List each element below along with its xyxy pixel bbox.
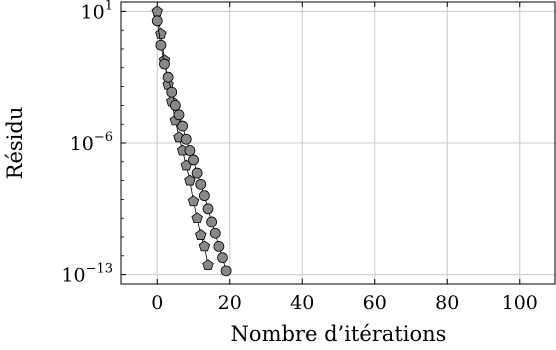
grid [121, 2, 556, 284]
data-point-circle [206, 216, 218, 228]
y-tick-label: 101 [81, 0, 113, 23]
data-point-circle [209, 227, 221, 239]
data-point-pentagon [191, 212, 203, 224]
x-tick-label: 40 [290, 292, 314, 314]
data-point-pentagon [187, 195, 200, 207]
data-point-circle [220, 265, 232, 277]
series-layer [151, 5, 232, 277]
data-point-circle [217, 252, 228, 264]
data-point-pentagon [195, 229, 207, 240]
data-point-circle [191, 167, 203, 179]
data-point-circle [159, 58, 170, 70]
data-point-circle [184, 145, 196, 156]
data-point-circle [195, 178, 207, 190]
x-tick-label: 20 [218, 292, 242, 314]
data-point-pentagon [151, 5, 163, 17]
data-point-circle [173, 109, 185, 121]
data-point-circle [213, 240, 225, 252]
x-axis-label: Nombre d’itérations [231, 322, 447, 346]
data-point-circle [180, 133, 192, 145]
y-axis-label: Résidu [3, 107, 27, 180]
data-point-circle [202, 203, 214, 215]
x-tick-label: 0 [151, 292, 163, 314]
data-point-circle [151, 15, 163, 27]
y-tick-labels: 101 10−6 10−13 [61, 0, 113, 287]
data-point-circle [169, 100, 181, 111]
data-point-circle [177, 120, 189, 132]
series-circle [151, 15, 232, 277]
data-point-circle [166, 86, 178, 98]
data-point-pentagon [184, 174, 196, 186]
tick-marks [121, 2, 521, 284]
x-tick-label: 100 [502, 292, 538, 314]
data-point-pentagon [202, 259, 214, 271]
y-tick-label: 10−13 [61, 262, 113, 287]
data-point-circle [198, 190, 210, 202]
y-tick-label: 10−6 [70, 130, 113, 155]
data-point-pentagon [155, 27, 167, 39]
data-point-circle [162, 71, 174, 83]
data-point-circle [188, 154, 199, 166]
x-tick-labels: 0 20 40 60 80 100 [151, 292, 538, 314]
x-tick-label: 80 [435, 292, 459, 314]
x-tick-label: 60 [363, 292, 387, 314]
data-point-pentagon [198, 240, 211, 252]
data-point-circle [155, 39, 167, 51]
